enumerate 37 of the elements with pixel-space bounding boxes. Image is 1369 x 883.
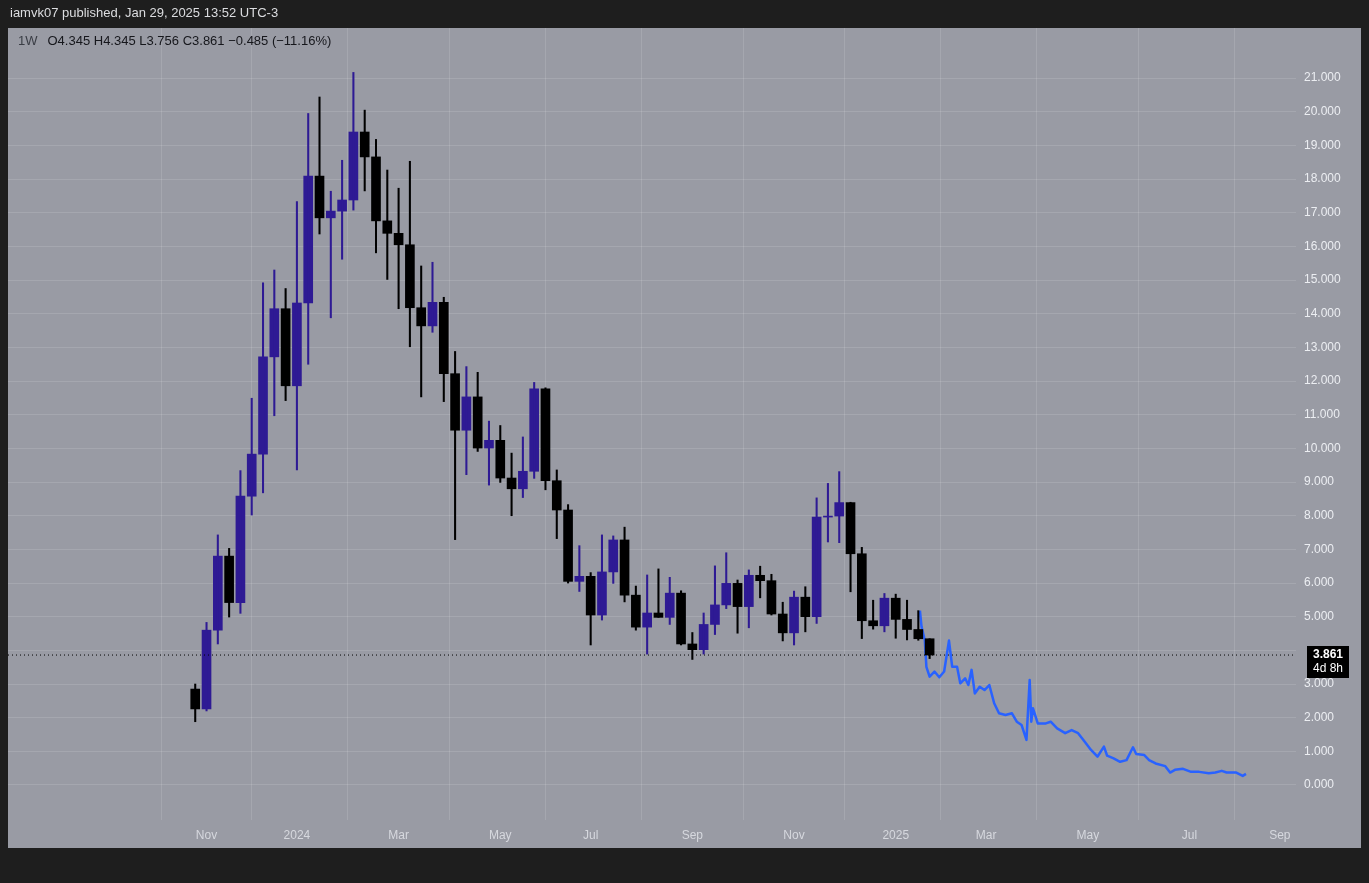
y-tick-label: 15.000: [1304, 272, 1342, 287]
x-tick-label: 2024: [283, 827, 311, 842]
y-tick-label: 16.000: [1304, 238, 1342, 253]
chart-title: 1W: [18, 33, 38, 48]
y-tick-label: 6.000: [1304, 575, 1335, 590]
y-tick-label: 19.000: [1304, 137, 1342, 152]
y-tick-label: 11.000: [1304, 407, 1341, 422]
y-tick-label: 7.000: [1304, 541, 1335, 556]
x-tick-label: Jul: [582, 827, 599, 842]
y-tick-label: 2.000: [1304, 709, 1335, 724]
x-tick-label: Mar: [975, 827, 997, 842]
x-tick-label: Sep: [681, 827, 704, 842]
x-tick-label: May: [1076, 827, 1100, 842]
text: iamvk07 published, Jan 29, 2025 13:52 UTC-3: [10, 5, 279, 20]
x-tick-label: Sep: [1269, 827, 1291, 842]
x-tick-label: Nov: [195, 827, 218, 842]
y-tick-label: 0.000: [1304, 777, 1335, 792]
y-tick-label: 8.000: [1304, 508, 1335, 523]
x-tick-label: Nov: [783, 827, 805, 842]
y-tick-label: 12.000: [1304, 373, 1342, 388]
y-tick-label: 21.000: [1304, 70, 1342, 85]
y-tick-label: 18.000: [1304, 171, 1342, 186]
x-tick-label: Mar: [388, 827, 409, 842]
y-tick-label: 13.000: [1304, 339, 1342, 354]
x-tick-label: May: [488, 827, 512, 842]
y-tick-label: 9.000: [1304, 474, 1335, 489]
chart-subtitle: O4.345 H4.345 L3.756 C3.861 −0.485 (−11.16%): [47, 33, 332, 48]
ref-line-label: 3.861 4d 8h: [1312, 647, 1344, 676]
y-tick-label: 14.000: [1304, 306, 1342, 321]
y-tick-label: 17.000: [1304, 205, 1342, 220]
x-tick-label: Jul: [1181, 827, 1198, 842]
y-tick-label: 3.000: [1304, 676, 1335, 691]
x-tick-label: 2025: [882, 827, 910, 842]
y-tick-label: 10.000: [1304, 440, 1342, 455]
y-tick-label: 20.000: [1304, 104, 1342, 119]
y-tick-label: 5.000: [1304, 609, 1335, 624]
y-tick-label: 1.000: [1304, 743, 1335, 758]
